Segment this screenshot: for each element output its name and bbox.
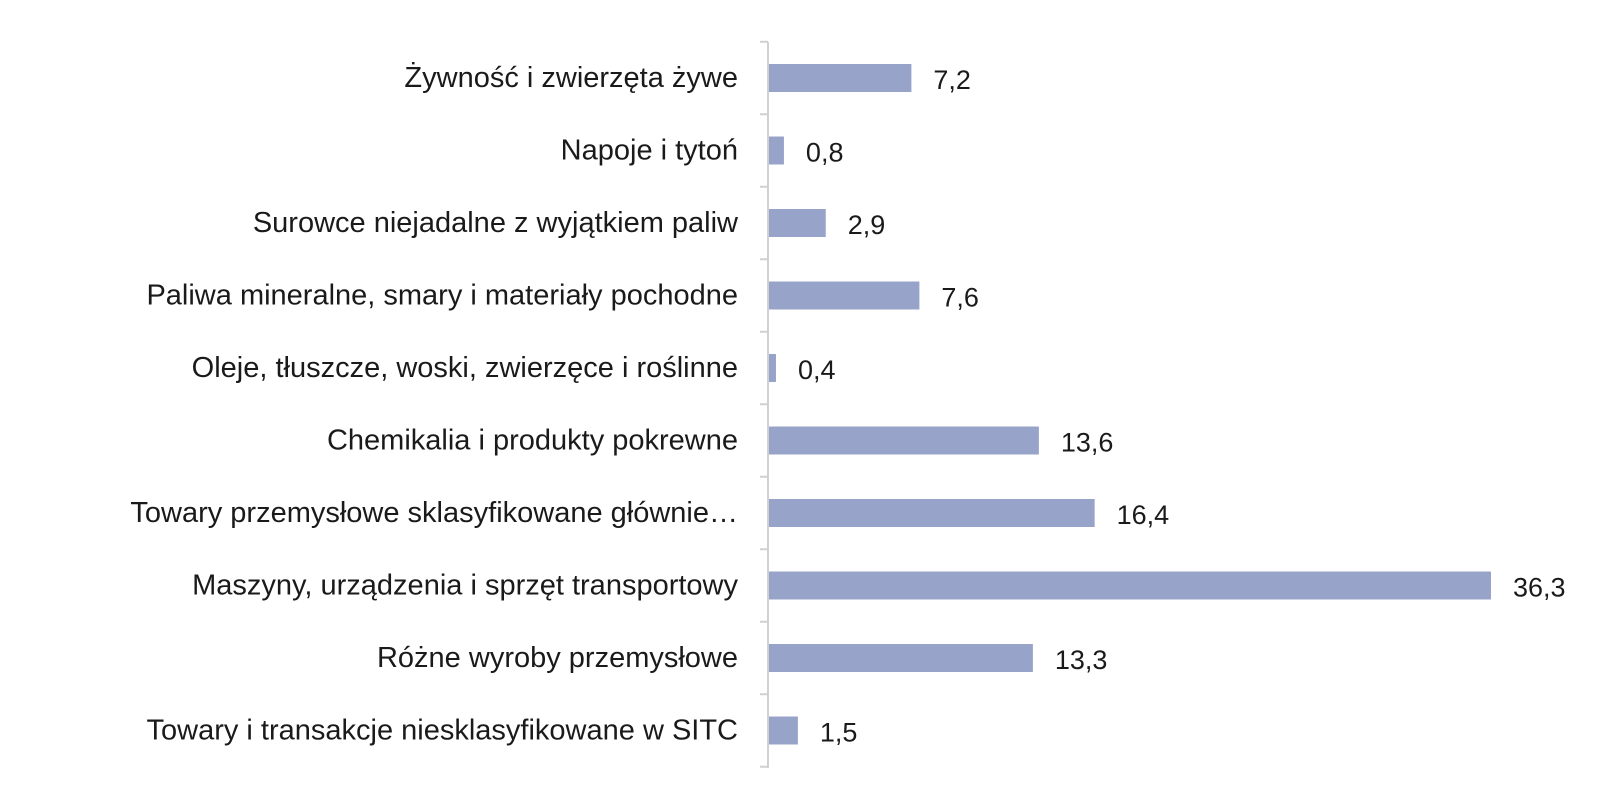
category-label: Surowce niejadalne z wyjątkiem paliw — [253, 207, 739, 239]
category-label: Towary przemysłowe sklasyfikowane główni… — [130, 497, 738, 529]
labels-layer: Żywność i zwierzęta żywe 7,2 Napoje i tyto… — [130, 61, 1565, 748]
category-label: Paliwa mineralne, smary i materiały poch… — [146, 280, 738, 312]
category-label: Napoje i tytoń — [561, 135, 738, 167]
data-label: 36,3 — [1513, 573, 1566, 603]
category-label: Oleje, tłuszcze, woski, zwierzęce i rośl… — [192, 352, 738, 384]
bar — [768, 499, 1095, 527]
data-label: 2,9 — [848, 210, 886, 240]
category-label: Maszyny, urządzenia i sprzęt transportow… — [192, 570, 738, 602]
bar — [768, 281, 920, 310]
data-label: 1,5 — [820, 718, 858, 748]
bar — [768, 354, 776, 382]
data-label: 7,2 — [933, 65, 971, 95]
bar — [768, 136, 784, 165]
bars-layer — [768, 64, 1491, 745]
data-label: 0,4 — [798, 355, 836, 385]
axis-layer — [760, 40, 769, 768]
bar — [768, 209, 826, 237]
category-label: Chemikalia i produkty pokrewne — [327, 425, 738, 457]
bar — [768, 571, 1491, 600]
data-label: 13,3 — [1055, 645, 1108, 675]
bar — [768, 64, 912, 92]
category-label: Różne wyroby przemysłowe — [377, 642, 738, 674]
bar — [768, 644, 1033, 672]
data-label: 16,4 — [1117, 500, 1170, 530]
bar — [768, 426, 1039, 455]
category-label: Towary i transakcje niesklasyfikowane w … — [147, 715, 738, 747]
data-label: 7,6 — [941, 283, 979, 313]
data-label: 0,8 — [806, 138, 844, 168]
data-label: 13,6 — [1061, 428, 1114, 458]
bar — [768, 716, 798, 745]
category-label: Żywność i zwierzęta żywe — [404, 61, 738, 94]
